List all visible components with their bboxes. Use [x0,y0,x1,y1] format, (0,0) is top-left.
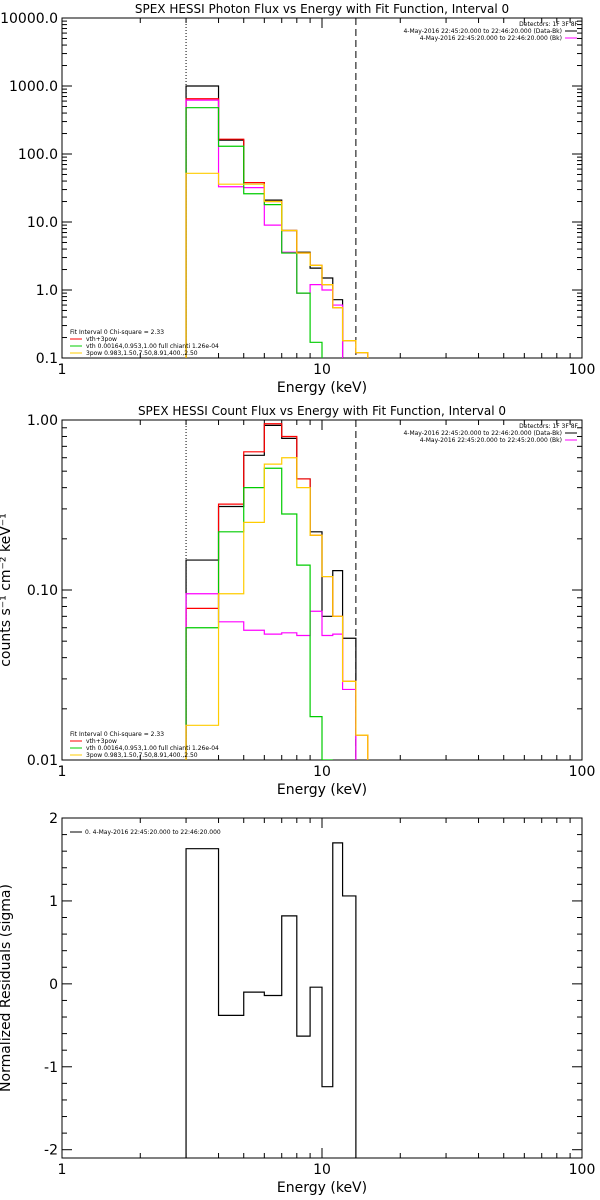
x-tick-label: 10 [313,362,331,378]
y-tick-label: 1000.0 [9,79,58,95]
x-axis-label: Energy (keV) [277,782,367,798]
series-5-histogram [185,172,369,358]
chart-panel-1: SPEX HESSI Photon Flux vs Energy with Fi… [0,2,595,396]
plot-frame [61,17,583,359]
y-tick-label: 1.00 [27,413,58,429]
fit-legend-entry: 3pow 0.983,1.50,7.50,8.91,400.,2.50 [86,752,198,759]
series-group [185,842,357,1158]
legend-heading: Detectors: 1F 3F 8F [519,423,578,430]
legend-entry: 4-May-2016 22:45:20.000 to 22:46:20.000 … [420,35,562,42]
chart-panel-3: 1 10 100 Energy (keV) -2 -1 0 1 2 Normalized Resi… [0,811,595,1196]
chart-title: SPEX HESSI Photon Flux vs Energy with Fi… [135,2,509,16]
fit-legend-entry: vth+3pow [86,336,117,343]
series-3-histogram [185,593,357,760]
x-axis-label: Energy (keV) [277,380,367,396]
y-tick-label: -1 [44,1060,58,1076]
y-tick-label: 0.01 [27,753,58,769]
x-tick-label: 10 [313,1162,331,1178]
x-tick-label: 1 [58,362,67,378]
y-axis-label: counts s⁻¹ cm⁻² keV⁻¹ [0,513,14,667]
legend-entry: 4-May-2016 22:45:20.000 to 22:46:20.000 … [403,28,562,35]
series-group [185,423,369,760]
y-tick-label: 10000.0 [0,11,58,27]
series-group [185,85,369,358]
y-tick-label: 2 [49,811,58,827]
series-4-histogram [185,107,323,358]
fit-legend-entry: vth 0.00164,0.953,1.00 full chianti 1.26… [86,343,219,350]
fit-legend-entry: 3pow 0.983,1.50,7.50,8.91,400.,2.50 [86,350,198,357]
fit-legend-entry: vth 0.00164,0.953,1.00 full chianti 1.26… [86,745,219,752]
y-tick-label: 1.0 [36,283,58,299]
series-3-histogram [185,99,344,358]
x-tick-label: 10 [313,764,331,780]
y-tick-label: 0 [49,977,58,993]
series-2-histogram [185,423,369,760]
series-4-histogram [185,467,333,760]
fit-legend-entry: vth+3pow [86,738,117,745]
series-5-histogram [185,457,369,760]
y-tick-label: 100.0 [18,147,58,163]
y-tick-label: 1 [49,894,58,910]
y-tick-label: 0.10 [27,583,58,599]
series-1-histogram [185,842,357,1158]
fit-legend-heading: Fit Interval 0 Chi-square = 2.33 [70,731,164,738]
x-tick-label: 100 [569,1162,596,1178]
x-tick-label: 100 [569,362,596,378]
x-tick-label: 100 [569,764,596,780]
y-axis-label: Normalized Residuals (sigma) [0,884,14,1092]
x-axis-label: Energy (keV) [277,1180,367,1196]
y-tick-label: -2 [44,1143,58,1159]
series-2-histogram [185,98,369,358]
y-tick-label: 0.1 [36,351,58,367]
y-tick-label: 10.0 [27,215,58,231]
legend-heading: Detectors: 1F 3F 8F [519,21,578,28]
series-1-histogram [185,424,357,760]
chart-panel-2: SPEX HESSI Count Flux vs Energy with Fit… [0,404,595,798]
legend-entry: 4-May-2016 22:45:20.000 to 22:45:20.000 … [420,437,562,444]
x-tick-label: 1 [58,1162,67,1178]
legend-entry: 0. 4-May-2016 22:45:20.000 to 22:46:20.0… [85,829,221,836]
chart-title: SPEX HESSI Count Flux vs Energy with Fit… [138,404,506,418]
x-tick-label: 1 [58,764,67,780]
legend-entry: 4-May-2016 22:45:20.000 to 22:46:20.000 … [403,430,562,437]
fit-legend-heading: Fit Interval 0 Chi-square = 2.33 [70,329,164,336]
